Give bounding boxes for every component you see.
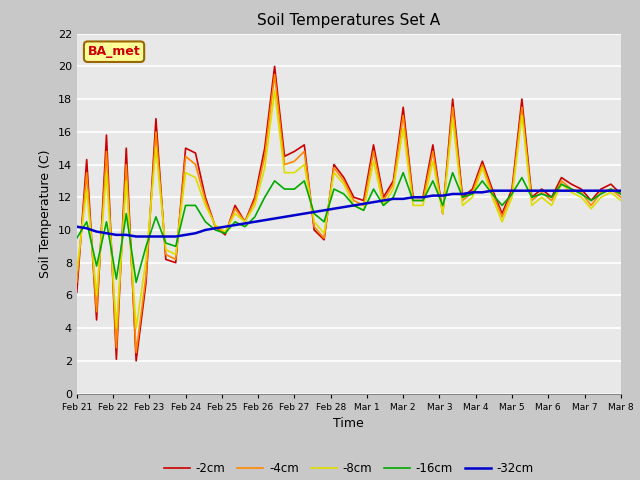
-4cm: [429, 148, 436, 154]
-4cm: [449, 104, 456, 110]
Title: Soil Temperatures Set A: Soil Temperatures Set A: [257, 13, 440, 28]
-8cm: [291, 170, 298, 176]
-2cm: [399, 104, 407, 110]
-32cm: [73, 224, 81, 229]
Legend: -2cm, -4cm, -8cm, -16cm, -32cm: -2cm, -4cm, -8cm, -16cm, -32cm: [159, 457, 539, 480]
-2cm: [617, 191, 625, 197]
-32cm: [390, 196, 397, 202]
-4cm: [132, 350, 140, 356]
-8cm: [617, 198, 625, 204]
-16cm: [399, 170, 407, 176]
-8cm: [508, 194, 516, 200]
Line: -4cm: -4cm: [77, 74, 621, 353]
-16cm: [281, 186, 289, 192]
-2cm: [83, 156, 90, 162]
-16cm: [132, 279, 140, 285]
-16cm: [449, 170, 456, 176]
-4cm: [291, 158, 298, 164]
-2cm: [291, 148, 298, 154]
-8cm: [73, 268, 81, 274]
-4cm: [83, 170, 90, 176]
-2cm: [132, 358, 140, 364]
X-axis label: Time: Time: [333, 417, 364, 430]
-16cm: [73, 235, 81, 241]
Line: -8cm: -8cm: [77, 91, 621, 328]
-32cm: [281, 214, 289, 220]
-4cm: [271, 72, 278, 77]
-8cm: [83, 186, 90, 192]
-4cm: [399, 112, 407, 118]
-32cm: [488, 188, 496, 193]
-2cm: [429, 142, 436, 148]
Y-axis label: Soil Temperature (C): Soil Temperature (C): [39, 149, 52, 278]
-4cm: [508, 190, 516, 195]
-2cm: [508, 186, 516, 192]
-16cm: [508, 191, 516, 197]
-8cm: [271, 88, 278, 94]
-4cm: [617, 194, 625, 200]
-16cm: [83, 219, 90, 225]
-32cm: [508, 188, 516, 193]
-16cm: [617, 191, 625, 197]
-4cm: [73, 279, 81, 285]
-32cm: [83, 226, 90, 231]
-2cm: [449, 96, 456, 102]
-2cm: [271, 63, 278, 69]
Line: -16cm: -16cm: [77, 173, 621, 282]
Text: BA_met: BA_met: [88, 45, 140, 58]
-8cm: [449, 116, 456, 121]
-2cm: [73, 289, 81, 295]
Line: -2cm: -2cm: [77, 66, 621, 361]
-8cm: [429, 158, 436, 164]
-32cm: [419, 194, 427, 200]
-8cm: [399, 126, 407, 132]
-32cm: [132, 234, 140, 240]
-16cm: [390, 194, 397, 200]
-8cm: [113, 325, 120, 331]
-32cm: [617, 188, 625, 193]
-16cm: [429, 178, 436, 184]
-32cm: [439, 192, 447, 199]
Line: -32cm: -32cm: [77, 191, 621, 237]
